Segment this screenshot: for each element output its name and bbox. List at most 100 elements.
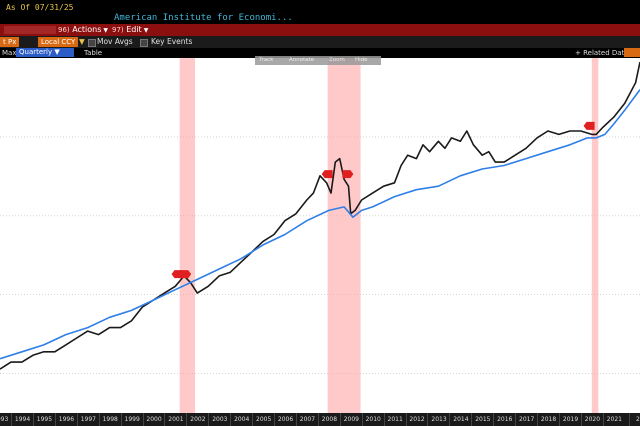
annotate-button[interactable]: Annotate — [289, 57, 315, 63]
x-axis-separator — [493, 413, 495, 426]
x-tick-label: 2001 — [168, 416, 184, 423]
chevron-down-icon: ▼ — [103, 27, 109, 34]
frequency-select[interactable]: Quarterly ▼ — [16, 48, 63, 57]
x-tick-label: 1994 — [14, 416, 31, 423]
key-events-label: Key Events — [151, 37, 193, 46]
x-axis-separator — [120, 413, 122, 426]
track-button[interactable]: Track — [259, 57, 274, 63]
as-of-label: As Of 07/31/25 — [6, 3, 74, 12]
zoom-button[interactable]: Zoom — [329, 57, 345, 63]
related-data-button[interactable]: + Related Dat — [575, 49, 625, 57]
x-tick-label: 2003 — [212, 416, 228, 423]
event-marker-icon — [171, 270, 183, 279]
x-tick-label: 2011 — [387, 416, 403, 423]
x-axis-separator — [317, 413, 319, 426]
currency-dropdown-icon[interactable]: ▼ — [79, 37, 85, 46]
x-tick-label: 2015 — [475, 416, 491, 423]
x-tick-label: 1996 — [58, 416, 75, 423]
options-bar: t Px Local CCY ▼ Mov Avgs Key Events — [0, 36, 640, 48]
edit-menu[interactable]: 97) Edit ▼ — [112, 25, 149, 34]
x-axis-separator — [580, 413, 582, 426]
title-bar: As Of 07/31/25 American Institute for Ec… — [0, 0, 640, 24]
x-axis-separator — [295, 413, 297, 426]
x-axis-separator — [427, 413, 429, 426]
x-tick-label: 2017 — [519, 416, 535, 423]
x-axis-separator — [164, 413, 166, 426]
x-tick-label: 2014 — [453, 416, 469, 423]
x-tick-label: 1999 — [124, 416, 140, 423]
actions-menu[interactable]: 96) Actions ▼ — [58, 25, 109, 34]
x-axis: 1993 1994 1995 1996 1997 1998 1999 2000 2001 2002… — [0, 413, 640, 426]
x-tick-label: 2016 — [497, 416, 513, 423]
x-axis-separator — [383, 413, 385, 426]
x-tick-label: 2013 — [431, 416, 447, 423]
chevron-down-icon: ▼ — [143, 27, 149, 34]
event-marker-icon — [583, 121, 595, 130]
x-tick-label: 2006 — [277, 416, 294, 423]
x-axis-separator — [54, 413, 56, 426]
chart-toolbar: Track Annotate Zoom Hide — [255, 56, 381, 65]
x-tick-label: 2020 — [584, 416, 601, 423]
x-axis-separator — [76, 413, 78, 426]
x-tick-label: 1995 — [36, 416, 53, 423]
x-axis-separator — [142, 413, 144, 426]
security-description: American Institute for Economi... — [114, 13, 293, 23]
recession-band — [591, 58, 599, 413]
mov-avgs-label: Mov Avgs — [97, 37, 133, 46]
mov-avgs-checkbox[interactable] — [88, 39, 96, 47]
x-axis-separator — [449, 413, 451, 426]
line-chart — [0, 58, 640, 413]
recession-band — [179, 58, 196, 413]
x-tick-label: 2021 — [606, 416, 622, 423]
x-axis-separator — [32, 413, 34, 426]
x-tick-label: 2009 — [343, 416, 359, 423]
recession-band — [327, 58, 361, 413]
x-axis-separator — [361, 413, 363, 426]
range-bar: Max Quarterly ▼ Table + Related Dat — [0, 48, 640, 58]
max-range-button[interactable]: Max — [2, 49, 17, 57]
actions-number: 96) — [58, 26, 70, 34]
x-axis-separator — [558, 413, 560, 426]
x-axis-separator — [602, 413, 604, 426]
key-events-checkbox[interactable] — [140, 39, 148, 47]
x-tick-label: 2012 — [409, 416, 425, 423]
export-button[interactable] — [624, 48, 640, 57]
x-tick-label: 2008 — [321, 416, 338, 423]
x-axis-separator — [405, 413, 407, 426]
x-tick-label: 1998 — [102, 416, 118, 423]
x-axis-separator — [11, 413, 12, 426]
x-tick-label: 1993 — [0, 416, 9, 423]
frequency-grid-icon[interactable] — [62, 48, 74, 57]
series-line-2 — [0, 89, 640, 360]
x-tick-label: 2004 — [234, 416, 250, 423]
x-axis-separator — [515, 413, 517, 426]
x-tick-label: 1997 — [80, 416, 96, 423]
price-type-select[interactable]: t Px — [0, 37, 20, 47]
x-axis-separator — [629, 413, 630, 426]
action-bar: 96) Actions ▼ 97) Edit ▼ — [0, 24, 640, 36]
x-axis-separator — [339, 413, 341, 426]
ticker-field[interactable] — [4, 26, 56, 34]
hide-button[interactable]: Hide — [355, 57, 368, 63]
x-axis-separator — [186, 413, 188, 426]
x-axis-separator — [230, 413, 232, 426]
table-button[interactable]: Table — [84, 49, 103, 57]
x-tick-label: 2007 — [299, 416, 316, 423]
x-axis-separator — [471, 413, 473, 426]
currency-select[interactable]: Local CCY — [38, 37, 79, 47]
x-axis-separator — [537, 413, 538, 426]
x-tick-label: 2 — [636, 416, 640, 423]
event-marker-icon — [321, 170, 333, 179]
x-tick-label: 2018 — [540, 416, 557, 423]
x-axis-separator — [208, 413, 210, 426]
x-tick-label: 2002 — [190, 416, 206, 423]
x-axis-separator — [252, 413, 254, 426]
event-marker-icon — [342, 170, 354, 179]
x-axis-separator — [274, 413, 275, 426]
chart-area[interactable] — [0, 58, 640, 413]
series-line-1 — [0, 61, 640, 370]
x-tick-label: 2010 — [365, 416, 381, 423]
x-tick-label: 2019 — [562, 416, 579, 423]
x-tick-label: 2005 — [256, 416, 272, 423]
event-marker-icon — [180, 270, 192, 279]
